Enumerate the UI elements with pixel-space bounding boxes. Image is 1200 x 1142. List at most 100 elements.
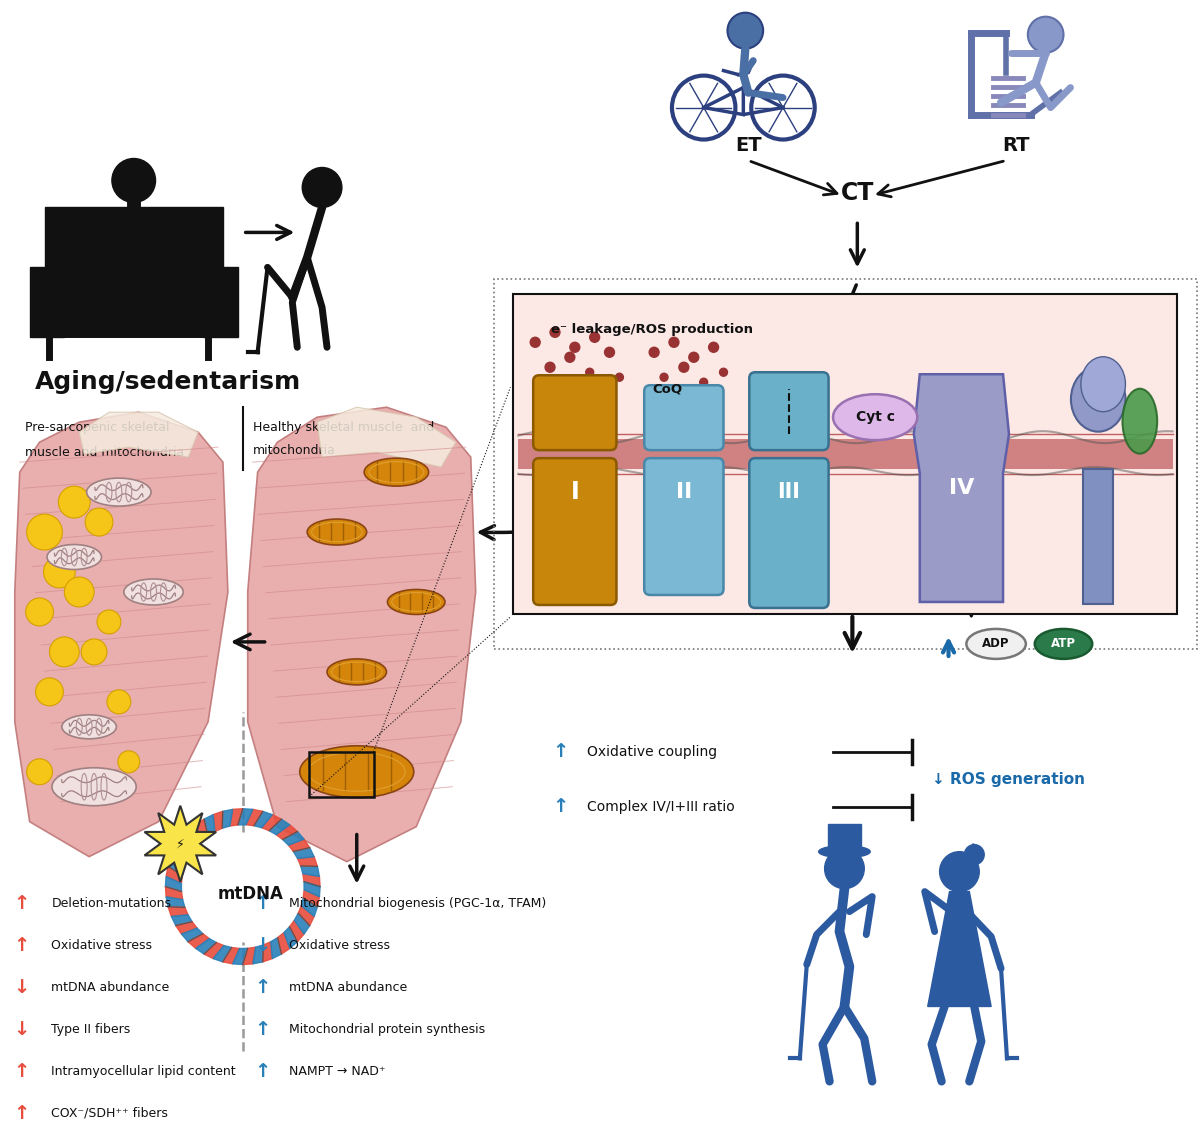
Text: I: I	[570, 480, 580, 504]
Polygon shape	[289, 920, 304, 942]
Polygon shape	[277, 933, 290, 954]
Ellipse shape	[328, 659, 386, 685]
Ellipse shape	[1081, 356, 1126, 412]
Ellipse shape	[124, 579, 184, 605]
Polygon shape	[246, 810, 263, 826]
Polygon shape	[254, 811, 272, 828]
Circle shape	[595, 384, 604, 392]
Text: ↑: ↑	[552, 742, 568, 762]
Text: Oxidative stress: Oxidative stress	[52, 939, 152, 952]
Text: ⚡: ⚡	[176, 837, 185, 850]
Circle shape	[67, 780, 91, 804]
Circle shape	[576, 378, 583, 386]
Circle shape	[589, 332, 600, 343]
Polygon shape	[203, 267, 238, 337]
Circle shape	[85, 508, 113, 536]
Text: ↓: ↓	[13, 1020, 30, 1039]
Circle shape	[25, 598, 54, 626]
Text: Complex IV/I+III ratio: Complex IV/I+III ratio	[587, 799, 734, 814]
Polygon shape	[238, 809, 253, 825]
Ellipse shape	[1070, 367, 1126, 432]
Circle shape	[550, 328, 560, 337]
Text: ↑: ↑	[13, 894, 30, 914]
Polygon shape	[293, 847, 314, 859]
Circle shape	[714, 393, 722, 401]
Text: III: III	[778, 482, 800, 501]
Polygon shape	[181, 831, 196, 853]
Polygon shape	[230, 809, 242, 826]
Ellipse shape	[62, 715, 116, 739]
Circle shape	[668, 337, 679, 347]
Circle shape	[545, 362, 556, 372]
Text: ET: ET	[734, 136, 762, 154]
Polygon shape	[204, 942, 224, 958]
Polygon shape	[188, 934, 209, 948]
Text: muscle and mitochondria: muscle and mitochondria	[25, 445, 184, 459]
Polygon shape	[269, 819, 290, 835]
Text: Pre-sarcopenic skeletal: Pre-sarcopenic skeletal	[25, 420, 169, 434]
Text: Oxidative coupling: Oxidative coupling	[587, 745, 716, 758]
Circle shape	[302, 168, 342, 208]
Polygon shape	[302, 874, 320, 886]
Polygon shape	[196, 939, 216, 954]
Circle shape	[43, 556, 76, 588]
Ellipse shape	[86, 478, 151, 506]
Circle shape	[940, 852, 979, 892]
Circle shape	[679, 362, 689, 372]
FancyBboxPatch shape	[644, 458, 724, 595]
Polygon shape	[30, 267, 65, 337]
Polygon shape	[196, 819, 208, 841]
Polygon shape	[299, 906, 314, 925]
Polygon shape	[181, 928, 203, 942]
Polygon shape	[233, 948, 247, 965]
Circle shape	[727, 13, 763, 49]
Text: Intramyocellular lipid content: Intramyocellular lipid content	[52, 1064, 236, 1078]
FancyBboxPatch shape	[533, 376, 617, 450]
Text: ↑: ↑	[13, 1062, 30, 1080]
Circle shape	[709, 343, 719, 352]
Polygon shape	[223, 948, 240, 964]
Circle shape	[824, 849, 864, 888]
Polygon shape	[288, 839, 310, 852]
Text: ↑: ↑	[13, 1104, 30, 1123]
Circle shape	[689, 352, 698, 362]
Circle shape	[674, 388, 683, 396]
Polygon shape	[40, 272, 228, 337]
Polygon shape	[263, 942, 272, 962]
FancyBboxPatch shape	[749, 458, 828, 608]
Circle shape	[82, 638, 107, 665]
Ellipse shape	[47, 545, 102, 570]
Circle shape	[49, 637, 79, 667]
Text: Deletion-mutations: Deletion-mutations	[52, 898, 172, 910]
Circle shape	[97, 610, 121, 634]
Circle shape	[65, 577, 94, 606]
Text: mtDNA abundance: mtDNA abundance	[289, 981, 408, 994]
Polygon shape	[271, 938, 282, 958]
Circle shape	[720, 368, 727, 376]
Text: ↑: ↑	[13, 936, 30, 955]
Text: Aging/sedentarism: Aging/sedentarism	[35, 370, 301, 394]
Ellipse shape	[52, 767, 137, 806]
Text: IV: IV	[949, 478, 974, 498]
Polygon shape	[283, 831, 304, 845]
Polygon shape	[284, 927, 298, 948]
Text: mtDNA: mtDNA	[217, 885, 283, 902]
Circle shape	[616, 373, 623, 381]
Text: Mitochondrial protein synthesis: Mitochondrial protein synthesis	[289, 1023, 486, 1036]
Circle shape	[36, 678, 64, 706]
Polygon shape	[204, 814, 215, 836]
Text: ↓ ROS generation: ↓ ROS generation	[931, 772, 1085, 787]
Polygon shape	[317, 408, 456, 467]
Circle shape	[570, 343, 580, 352]
Circle shape	[695, 403, 703, 411]
Text: Healthy skeletal muscle  and: Healthy skeletal muscle and	[253, 420, 434, 434]
Polygon shape	[304, 882, 320, 896]
FancyBboxPatch shape	[514, 295, 1177, 614]
Polygon shape	[166, 876, 181, 892]
Text: ↑: ↑	[254, 1062, 271, 1080]
Polygon shape	[176, 922, 197, 934]
Text: NAMPT → NAD⁺: NAMPT → NAD⁺	[289, 1064, 386, 1078]
Text: ↓: ↓	[254, 936, 271, 955]
Polygon shape	[166, 896, 185, 908]
Polygon shape	[262, 814, 282, 830]
